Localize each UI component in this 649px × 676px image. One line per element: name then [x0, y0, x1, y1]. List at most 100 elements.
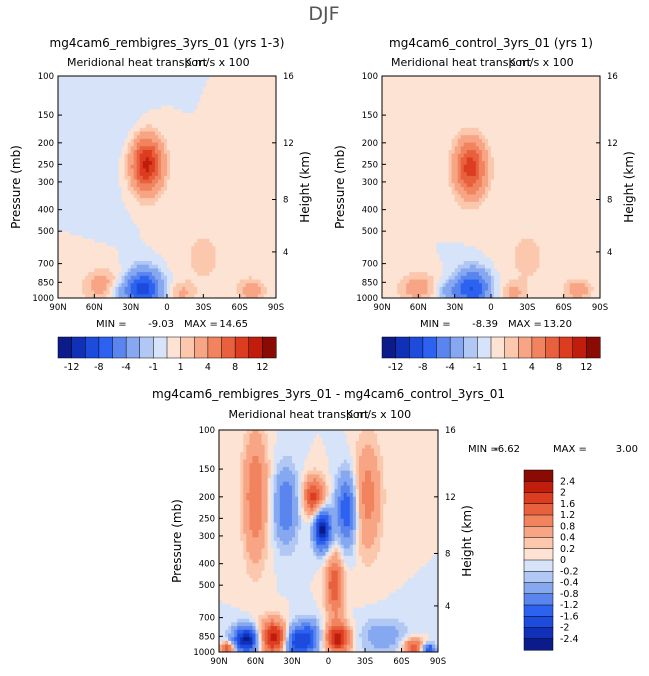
- left-field-cell: [82, 272, 86, 277]
- left-field-cell: [221, 179, 225, 184]
- left-field-cell: [215, 257, 219, 262]
- left-field-cell: [212, 268, 216, 273]
- left-field-cell: [139, 290, 144, 295]
- left-field-cell: [173, 142, 177, 147]
- left-field-cell: [194, 261, 198, 266]
- left-field-cell: [248, 286, 253, 291]
- left-field-cell: [188, 138, 192, 143]
- left-field-cell: [97, 94, 101, 99]
- left-field-cell: [163, 157, 168, 162]
- right-field-cell: [385, 142, 389, 147]
- left-field-cell: [85, 101, 89, 106]
- left-field-cell: [170, 198, 174, 203]
- left-field-cell: [221, 275, 225, 280]
- left-field-cell: [188, 90, 192, 95]
- left-field-cell: [203, 83, 207, 88]
- left-field-cell: [58, 150, 62, 155]
- left-field-cell: [82, 286, 86, 291]
- left-field-cell: [79, 157, 83, 162]
- left-field-cell: [130, 179, 135, 184]
- left-field-cell: [94, 98, 98, 103]
- right-field-cell: [391, 190, 395, 195]
- left-field-cell: [218, 224, 222, 229]
- left-field-cell: [176, 220, 180, 225]
- left-field-cell: [103, 238, 107, 243]
- left-field-cell: [130, 235, 135, 240]
- left-field-cell: [88, 168, 92, 173]
- left-field-cell: [230, 90, 235, 95]
- left-field-cell: [151, 231, 156, 236]
- left-field-cell: [224, 76, 228, 81]
- left-field-cell: [269, 135, 274, 140]
- left-field-cell: [194, 153, 198, 158]
- left-field-cell: [266, 290, 271, 295]
- left-field-cell: [197, 120, 201, 125]
- left-field-cell: [112, 272, 116, 277]
- right-field-cell: [382, 190, 386, 195]
- left-field-cell: [142, 224, 147, 229]
- left-field-cell: [154, 220, 159, 225]
- left-field-cell: [142, 98, 147, 103]
- right-field-cell: [406, 187, 410, 192]
- left-field-cell: [70, 87, 74, 92]
- left-field-cell: [67, 87, 71, 92]
- left-field-cell: [209, 109, 213, 114]
- left-field-cell: [115, 101, 119, 106]
- left-field-cell: [97, 194, 101, 199]
- left-field-cell: [79, 249, 83, 254]
- left-field-cell: [100, 294, 104, 299]
- right-field-cell: [391, 168, 395, 173]
- left-field-cell: [76, 116, 80, 121]
- left-field-cell: [263, 105, 268, 110]
- left-field-cell: [257, 246, 262, 251]
- left-field-cell: [100, 175, 104, 180]
- left-field-cell: [148, 83, 153, 88]
- left-field-cell: [236, 101, 241, 106]
- left-field-cell: [224, 90, 228, 95]
- left-field-cell: [115, 168, 119, 173]
- left-field-cell: [106, 116, 110, 121]
- left-field-cell: [133, 157, 138, 162]
- left-field-cell: [209, 183, 213, 188]
- left-field-cell: [115, 161, 119, 166]
- left-field-cell: [67, 246, 71, 251]
- right-field-cell: [391, 198, 395, 203]
- left-field-cell: [236, 205, 241, 210]
- left-field-cell: [109, 164, 113, 169]
- left-field-cell: [221, 224, 225, 229]
- left-field-cell: [115, 142, 119, 147]
- left-field-cell: [118, 198, 122, 203]
- left-field-cell: [85, 272, 89, 277]
- left-field-cell: [160, 150, 165, 155]
- left-field-cell: [79, 90, 83, 95]
- left-field-cell: [188, 224, 192, 229]
- left-field-cell: [70, 209, 74, 214]
- right-field-cell: [400, 194, 404, 199]
- left-y-tick-label: 700: [38, 260, 54, 270]
- right-field-cell: [403, 109, 407, 114]
- right-field-cell: [382, 101, 386, 106]
- left-field-cell: [91, 142, 95, 147]
- left-field-cell: [257, 264, 262, 269]
- left-field-cell: [67, 272, 71, 277]
- left-field-cell: [145, 231, 150, 236]
- left-field-cell: [94, 157, 98, 162]
- left-field-cell: [94, 220, 98, 225]
- left-field-cell: [236, 150, 241, 155]
- right-field-cell: [409, 283, 413, 288]
- left-field-cell: [121, 205, 126, 210]
- right-field-cell: [394, 101, 398, 106]
- left-field-cell: [200, 138, 204, 143]
- left-field-cell: [200, 235, 204, 240]
- left-field-cell: [130, 198, 135, 203]
- left-field-cell: [121, 105, 126, 110]
- left-field-cell: [103, 138, 107, 143]
- left-field-cell: [70, 175, 74, 180]
- left-field-cell: [118, 216, 122, 221]
- left-field-cell: [245, 175, 250, 180]
- left-field-cell: [106, 172, 110, 177]
- left-field-cell: [251, 150, 256, 155]
- left-field-cell: [127, 113, 132, 118]
- left-field-cell: [167, 227, 171, 232]
- left-field-cell: [58, 175, 62, 180]
